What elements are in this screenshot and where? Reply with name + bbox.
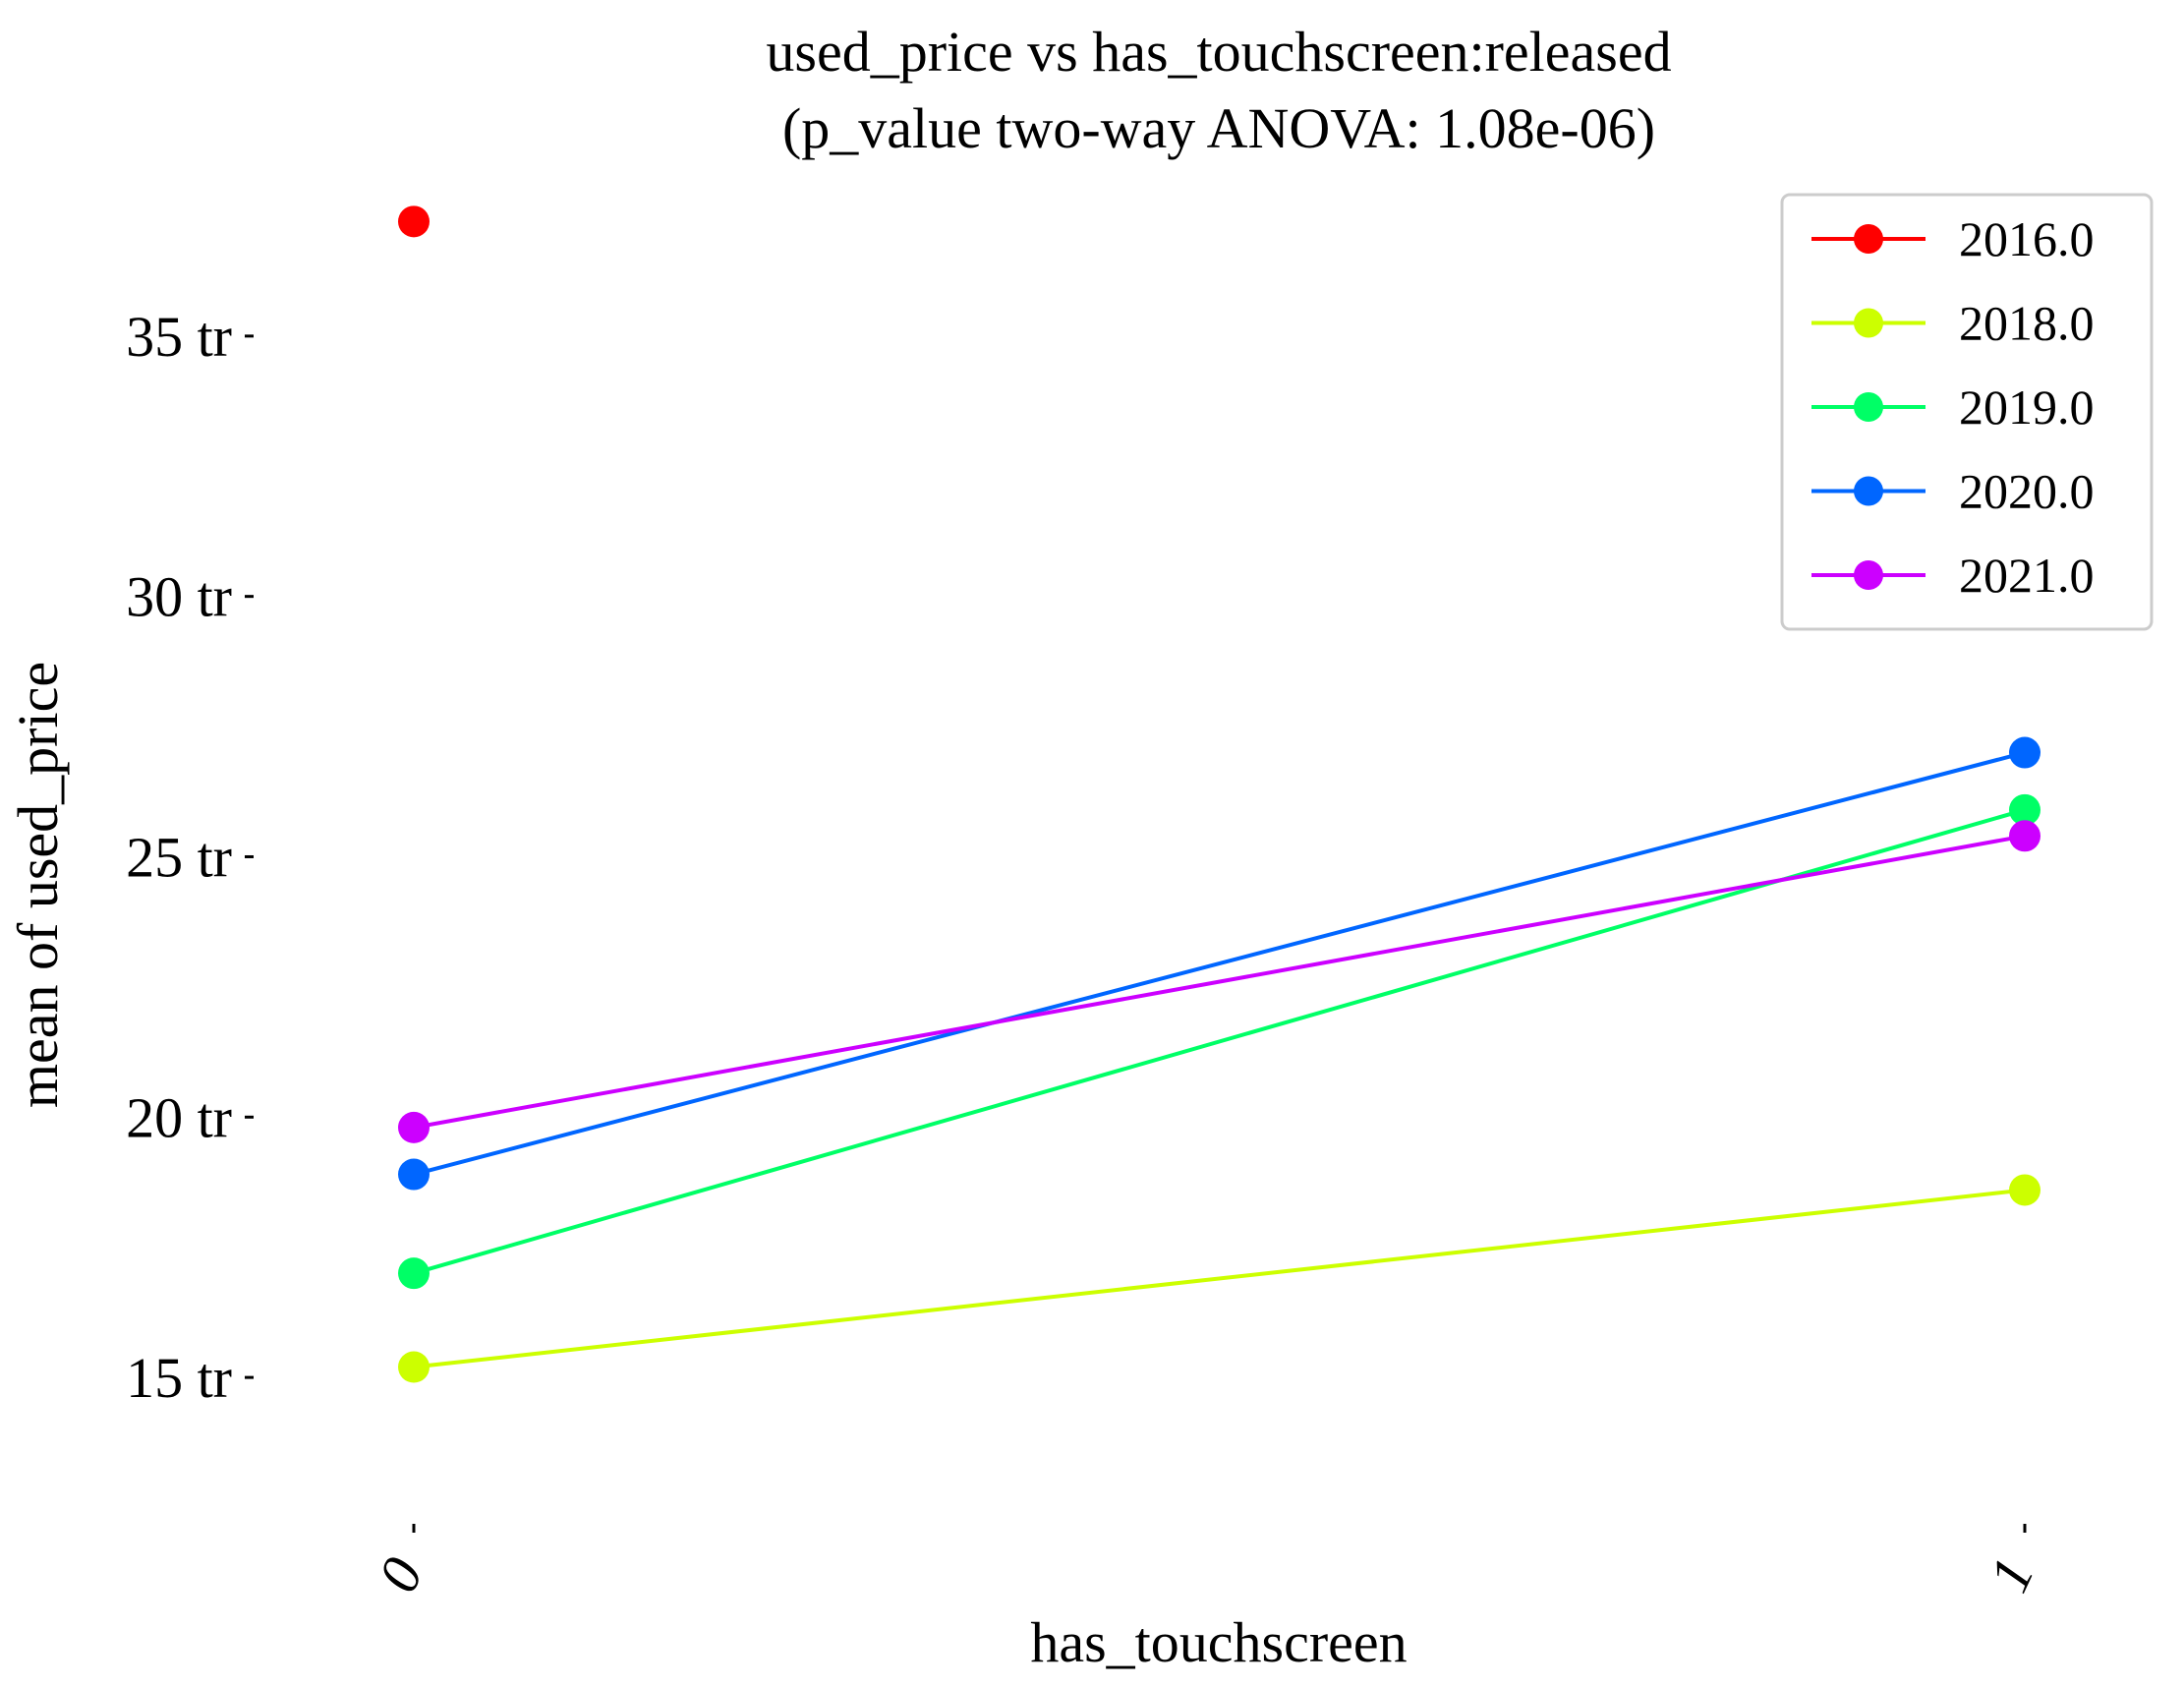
legend-label-2020.0: 2020.0 [1959, 464, 2095, 519]
x-axis-label: has_touchscreen [1030, 1610, 1407, 1674]
legend-marker-2019.0 [1854, 392, 1883, 422]
legend-marker-2020.0 [1854, 476, 1883, 506]
legend-label-2019.0: 2019.0 [1959, 379, 2095, 435]
legend-label-2016.0: 2016.0 [1959, 211, 2095, 266]
series-line-2018.0 [413, 1188, 2026, 1369]
data-point-2018.0 [398, 1351, 430, 1383]
data-point-2021.0 [2009, 820, 2040, 852]
legend-marker-2016.0 [1854, 224, 1883, 254]
y-tick-label: 30 tr [126, 565, 232, 629]
chart-title-line2: (p_value two-way ANOVA: 1.08e-06) [782, 96, 1655, 160]
legend-frame [1780, 193, 2154, 631]
data-point-2019.0 [2009, 793, 2040, 826]
y-tick-label: 15 tr [126, 1346, 232, 1410]
data-point-2021.0 [398, 1111, 430, 1143]
series-line-2019.0 [413, 807, 2026, 1276]
chart-title-line1: used_price vs has_touchscreen:released [766, 20, 1671, 84]
y-axis-label: mean of used_price [6, 662, 70, 1108]
data-point-2018.0 [2009, 1174, 2040, 1206]
data-point-2019.0 [398, 1257, 430, 1290]
y-tick-label: 20 tr [126, 1085, 232, 1149]
y-tick-label: 35 tr [126, 305, 232, 369]
series-lines [413, 750, 2026, 1369]
data-point-2020.0 [398, 1158, 430, 1191]
data-point-2016.0 [398, 205, 430, 238]
series-line-2021.0 [413, 834, 2026, 1130]
legend-label-2018.0: 2018.0 [1959, 296, 2095, 351]
series-points [398, 205, 2040, 1383]
y-tick-label: 25 tr [126, 825, 232, 889]
series-line-2020.0 [413, 750, 2026, 1177]
y-axis-ticks: 15 tr 20 tr 25 tr 30 tr 35 tr [126, 305, 254, 1410]
data-point-2020.0 [2009, 736, 2040, 769]
legend-marker-2021.0 [1854, 560, 1883, 590]
legend-marker-2018.0 [1854, 308, 1883, 338]
legend-label-2021.0: 2021.0 [1959, 548, 2095, 603]
legend: 2016.0 2018.0 2019.0 2020.0 2021.0 [1780, 193, 2154, 631]
